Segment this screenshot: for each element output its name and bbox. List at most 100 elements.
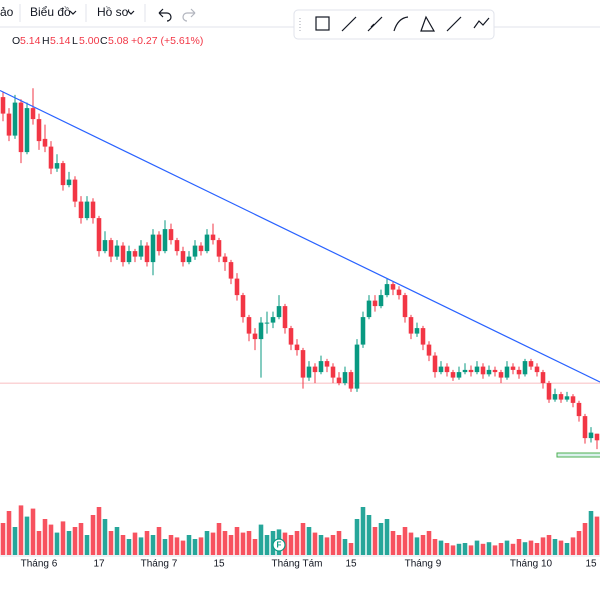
volume-bar — [132, 532, 138, 555]
candle-body — [126, 251, 132, 263]
candle-body — [192, 245, 198, 257]
candle-body — [90, 201, 96, 219]
volume-bar — [300, 523, 306, 555]
candle-body — [108, 240, 114, 257]
candle-body — [438, 366, 444, 373]
volume-bar — [480, 543, 486, 555]
candle-body — [528, 361, 534, 367]
candle-body — [402, 295, 408, 318]
menu-item[interactable]: Hồ sơ — [97, 5, 130, 19]
candle-body — [270, 317, 276, 323]
candle-body — [522, 361, 528, 375]
chevron — [127, 10, 135, 15]
candle-body — [228, 262, 234, 279]
candle-body — [162, 229, 168, 252]
legend-label: L — [72, 35, 78, 47]
x-tick-label: Tháng 10 — [510, 559, 553, 570]
volume-bar — [576, 531, 582, 555]
volume-bar — [294, 531, 300, 555]
candle-body — [390, 284, 396, 290]
menu-item[interactable]: Biểu đồ — [30, 5, 71, 19]
volume-bar — [114, 527, 120, 555]
candle-body — [336, 377, 342, 384]
candle-body — [510, 366, 516, 370]
volume-bar — [354, 519, 360, 555]
volume-bar — [522, 542, 528, 555]
candle-body — [120, 245, 126, 263]
candle-body — [564, 396, 570, 400]
volume-bar — [156, 527, 162, 555]
candle-body — [234, 278, 240, 296]
volume-bar — [84, 535, 90, 555]
candle-body — [366, 300, 372, 318]
tool-line[interactable] — [341, 16, 357, 32]
volume-bar — [450, 545, 456, 555]
legend-label: H — [42, 35, 50, 47]
volume-bar — [378, 523, 384, 555]
candle-body — [312, 366, 318, 373]
volume-bar — [432, 539, 438, 555]
legend-value: 5.08 — [108, 35, 129, 47]
volume-bar — [396, 535, 402, 555]
volume-bar — [372, 527, 378, 555]
volume-bar — [588, 511, 594, 555]
x-tick-label: Tháng 9 — [405, 559, 442, 570]
candle-body — [504, 366, 510, 378]
candle-body — [240, 295, 246, 318]
undo[interactable] — [158, 8, 172, 22]
menu-item[interactable]: ảo — [0, 5, 14, 19]
candle-body — [156, 234, 162, 252]
volume-bar — [126, 539, 132, 555]
candle-body — [204, 234, 210, 252]
candle-body — [354, 344, 360, 389]
volume-bar — [360, 507, 366, 555]
volume-bar — [240, 532, 246, 555]
volume-bar — [210, 532, 216, 555]
volume-bar — [72, 527, 78, 555]
candle-body — [150, 234, 156, 263]
volume-bar — [234, 527, 240, 555]
volume-bar — [198, 537, 204, 555]
candle-body — [216, 240, 222, 257]
candle-body — [306, 366, 312, 378]
x-tick-label: Tháng 6 — [21, 559, 58, 570]
volume-bar — [438, 540, 444, 555]
volume-bar — [408, 532, 414, 555]
candle-body — [492, 369, 498, 373]
candle-body — [486, 369, 492, 375]
candle-body — [588, 432, 594, 439]
candle-body — [30, 108, 36, 120]
volume-bar — [42, 519, 48, 555]
redo[interactable] — [182, 8, 196, 22]
volume-bar — [516, 539, 522, 555]
candle-body — [330, 366, 336, 378]
tool-path[interactable] — [473, 17, 490, 29]
candle-body — [222, 256, 228, 263]
candle-body — [288, 328, 294, 345]
volume-bar — [30, 508, 36, 555]
volume-bar — [540, 537, 546, 555]
tool-pen[interactable] — [446, 16, 462, 32]
x-tick-label: 15 — [345, 559, 357, 570]
volume-bar — [258, 524, 264, 555]
candle-body — [114, 245, 120, 257]
candle-body — [444, 366, 450, 373]
tool-rectangle[interactable] — [315, 16, 330, 31]
candle-body — [24, 108, 30, 153]
tool-ray[interactable] — [367, 16, 383, 32]
volume-bar — [366, 515, 372, 555]
volume-bar — [468, 545, 474, 555]
volume-bar — [216, 523, 222, 555]
candle-body — [66, 179, 72, 186]
tool-curve[interactable] — [393, 16, 409, 32]
tool-triangle[interactable] — [420, 15, 436, 32]
candle-body — [450, 372, 456, 378]
candle-body — [408, 317, 414, 334]
x-tick-label: Tháng Tám — [272, 559, 323, 570]
volume-bar — [192, 539, 198, 555]
volume-bar — [324, 537, 330, 555]
drawing-rectangle[interactable] — [556, 452, 600, 458]
volume-bar — [6, 511, 12, 555]
